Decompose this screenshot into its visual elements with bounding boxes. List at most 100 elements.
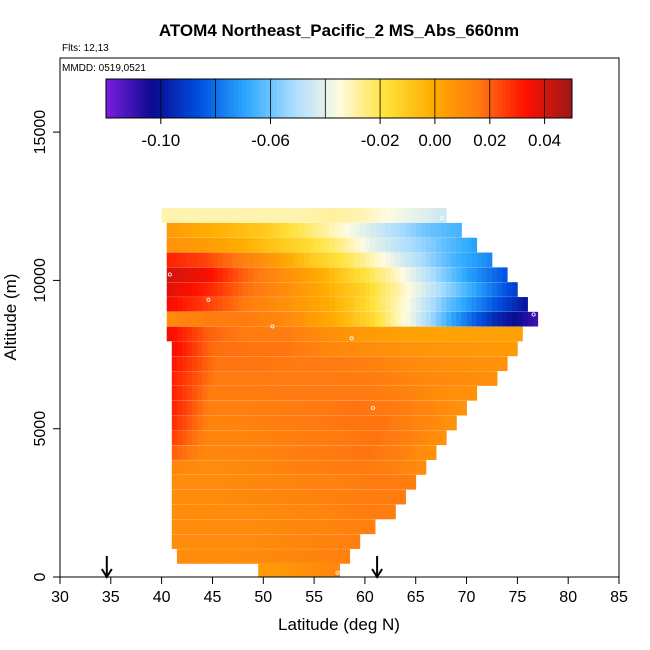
heatmap-cell: [319, 222, 325, 238]
heatmap-cell: [258, 534, 264, 549]
heatmap-cell: [293, 297, 300, 312]
heatmap-cell: [385, 222, 391, 238]
heatmap-cell: [192, 460, 198, 475]
heatmap-cell: [217, 386, 224, 401]
colorbar-swatch: [265, 79, 270, 118]
heatmap-cell: [339, 208, 345, 223]
heatmap-cell: [283, 326, 290, 342]
heatmap-cell: [222, 519, 229, 535]
heatmap-cell: [359, 341, 366, 357]
heatmap-cell: [176, 519, 183, 535]
colorbar-swatch: [109, 79, 115, 118]
heatmap-cell: [288, 534, 295, 549]
heatmap-cell: [359, 311, 366, 327]
heatmap-cell: [456, 341, 462, 357]
heatmap-cell: [202, 504, 208, 520]
heatmap-cell: [410, 400, 417, 416]
heatmap-cell: [273, 356, 279, 371]
colorbar-swatch: [498, 79, 503, 118]
colorbar-swatch: [482, 79, 487, 118]
heatmap-cell: [380, 460, 386, 475]
heatmap-cell: [319, 489, 325, 505]
colorbar-swatch: [420, 79, 425, 118]
colorbar-swatch: [307, 79, 313, 118]
heatmap-cell: [395, 445, 401, 460]
heatmap-cell: [187, 282, 193, 297]
heatmap-cell: [405, 400, 412, 416]
colorbar-swatch: [552, 79, 557, 118]
heatmap-cell: [395, 400, 401, 416]
heatmap-cell: [369, 326, 376, 342]
heatmap-cell: [217, 549, 224, 564]
heatmap-cell: [212, 519, 218, 535]
heatmap-cell: [288, 562, 295, 578]
heatmap-cell: [283, 400, 290, 416]
heatmap-cell: [192, 252, 198, 268]
heatmap-cell: [400, 222, 406, 238]
heatmap-cell: [430, 415, 437, 431]
colorbar-swatch: [525, 79, 530, 118]
heatmap-cell: [319, 356, 325, 371]
heatmap-cell: [385, 356, 391, 371]
heatmap-cell: [375, 430, 381, 446]
heatmap-cell: [268, 326, 274, 342]
heatmap-cell: [187, 519, 193, 535]
heatmap-cell: [298, 474, 305, 490]
heatmap-cell: [476, 252, 483, 268]
heatmap-cell: [278, 371, 284, 386]
heatmap-cell: [192, 474, 198, 490]
heatmap-cell: [222, 489, 229, 505]
heatmap-cell: [375, 489, 381, 505]
heatmap-cell: [187, 237, 193, 253]
heatmap-cell: [288, 341, 295, 357]
heatmap-cell: [359, 267, 366, 283]
heatmap-cell: [253, 208, 259, 223]
heatmap-cell: [232, 430, 239, 446]
chart-title: ATOM4 Northeast_Pacific_2 MS_Abs_660nm: [159, 21, 519, 40]
heatmap-cell: [197, 237, 203, 253]
colorbar-swatch: [175, 79, 181, 118]
heatmap-cell: [187, 430, 193, 446]
heatmap-cell: [425, 430, 432, 446]
heatmap-cell: [192, 297, 198, 312]
heatmap-cell: [395, 267, 401, 283]
heatmap-cell: [212, 400, 218, 416]
heatmap-cell: [187, 400, 193, 416]
heatmap-cell: [227, 297, 234, 312]
heatmap-cell: [248, 356, 254, 371]
heatmap-cell: [232, 460, 239, 475]
heatmap-cell: [354, 489, 361, 505]
x-tick-label: 55: [305, 589, 323, 606]
colorbar-swatch: [288, 79, 293, 118]
colorbar-swatch: [436, 79, 441, 118]
heatmap-cell: [334, 311, 340, 327]
heatmap-cell: [507, 326, 513, 342]
heatmap-cell: [309, 267, 315, 283]
heatmap-cell: [258, 415, 264, 431]
heatmap-cell: [359, 237, 366, 253]
heatmap-cell: [380, 415, 386, 431]
heatmap-cell: [375, 282, 381, 297]
heatmap-cell: [273, 562, 279, 578]
colorbar-swatch: [490, 79, 495, 118]
heatmap-cell: [181, 430, 188, 446]
heatmap-cell: [446, 386, 452, 401]
heatmap-cell: [430, 297, 437, 312]
heatmap-cell: [253, 222, 259, 238]
heatmap-cell: [436, 267, 442, 283]
heatmap-cell: [242, 549, 249, 564]
heatmap-cell: [436, 415, 442, 431]
heatmap-cell: [278, 297, 284, 312]
heatmap-cell: [339, 430, 345, 446]
heatmap-cell: [364, 237, 371, 253]
heatmap-cell: [441, 311, 447, 327]
heatmap-cell: [263, 267, 269, 283]
colorbar-swatch: [319, 79, 324, 118]
heatmap-cell: [176, 489, 183, 505]
heatmap-cell: [197, 400, 203, 416]
heatmap-cell: [207, 504, 213, 520]
heatmap-cell: [390, 222, 396, 238]
colorbar-swatch: [253, 79, 258, 118]
heatmap-cell: [222, 549, 229, 564]
